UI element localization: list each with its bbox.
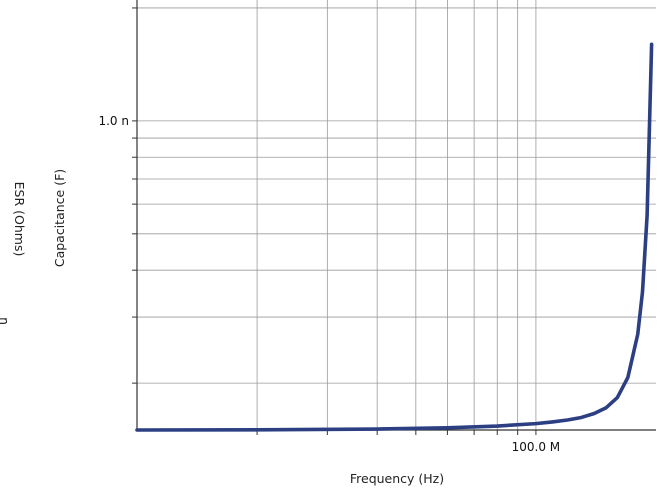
axes [132,0,656,435]
y-axis-title: Capacitance (F) [52,169,67,267]
series-line [135,42,654,432]
y2-tick-label: n [0,317,11,325]
x-tick-label: 100.0 M [512,440,561,454]
grid [137,0,656,430]
tick-labels: 100.0 M 1.0 n [98,114,560,454]
y-tick-label: 1.0 n [98,114,129,128]
y2-axis-title: ESR (Ohms) [12,182,27,257]
x-axis-title: Frequency (Hz) [350,471,444,486]
series [135,42,654,432]
